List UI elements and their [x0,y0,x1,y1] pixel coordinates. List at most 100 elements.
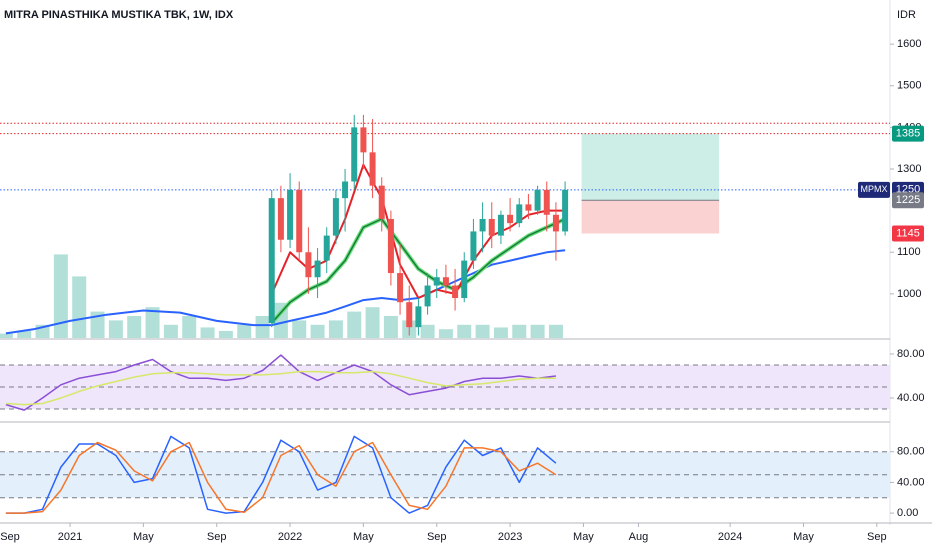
y-tick-label: 80.00 [897,348,925,360]
volume-bar [493,327,508,338]
candle-body [287,189,294,240]
indicator-line [5,370,556,406]
candle-body [497,214,504,236]
price-label: 1145 [896,227,920,239]
y-tick-label: 1600 [897,38,921,50]
y-tick-label: 1000 [897,288,921,300]
candle-body [461,260,468,299]
volume-bar [365,307,380,338]
x-tick-label: Aug [629,531,649,543]
volume-bar [255,316,270,338]
candle-body [305,252,312,278]
candle-body [479,218,486,232]
volume-bar [457,324,472,338]
x-tick-label: May [133,531,154,543]
x-tick-label: May [353,531,374,543]
x-tick-label: 2023 [498,531,522,543]
volume-bar [72,276,87,338]
volume-bar [0,333,13,338]
volume-bar [237,324,252,338]
volume-bar [530,324,545,338]
candle-body [470,231,477,261]
volume-bar [292,320,307,338]
y-tick-label: 1500 [897,80,921,92]
candle-body [397,273,404,303]
candle-body [516,204,523,224]
x-tick-label: 2024 [718,531,742,543]
price-label: 1225 [896,194,920,206]
candle-body [452,285,459,299]
currency-label: IDR [897,9,916,21]
plot: Sep 2021 May Sep 2022 May Sep 2023 May Aug 2024 May… [0,38,925,543]
position-loss [581,200,720,234]
candle-body [543,189,550,215]
symbol-tag-box [858,181,890,198]
candle-body [424,285,431,307]
symbol-tag: MPMX [861,184,888,194]
candle-body [387,218,394,274]
chart-title: MITRA PINASTHIKA MUSTIKA TBK, 1W, IDX [4,9,234,21]
candle-body [525,204,532,211]
candle-body [534,189,541,211]
volume-bar [182,316,197,338]
candle-body [332,198,339,236]
volume-bar [90,311,105,338]
moving-average [270,163,566,299]
volume-bar [383,316,398,338]
candle-body [442,277,449,286]
price-label-box [892,125,924,142]
volume-bar [218,330,233,338]
volume-bar [512,324,527,338]
x-tick-label: Sep [867,531,887,543]
y-tick-label: 40.00 [897,476,925,488]
candle-body [268,198,275,324]
x-tick-label: 2021 [58,531,82,543]
volume-bar [328,320,343,338]
candle-body [296,189,303,253]
volume-bar [347,311,362,338]
position-profit [581,133,720,201]
volume-bar [163,324,178,338]
candle-body [323,235,330,261]
candle-body [314,260,321,278]
volume-bar [108,320,123,338]
x-tick-label: 2022 [278,531,302,543]
y-tick-label: 40.00 [897,392,925,404]
indicator-line [5,441,557,514]
candle-body [369,152,376,186]
x-tick-label: Sep [207,531,227,543]
volume-bar [475,324,490,338]
volume-bar [438,329,453,338]
candle-body [342,181,349,199]
candle-body [415,306,422,328]
candle-body [406,302,413,328]
volume-bar [53,254,68,338]
volume-bar [548,324,563,338]
price-label: 1385 [896,128,920,140]
volume-bar [200,327,215,338]
candle-body [552,214,559,232]
candle-body [351,127,358,182]
candle-body [277,198,284,240]
volume-bar [310,324,325,338]
x-tick-label: Sep [427,531,447,543]
y-tick-label: 1300 [897,163,921,175]
x-tick-label: Sep [0,531,20,543]
price-label-box [892,192,924,209]
x-tick-label: May [793,531,814,543]
volume-bar [145,307,160,338]
candle-body [488,218,495,236]
indicator-line [5,435,557,514]
x-tick-label: May [573,531,594,543]
indicator-line [5,354,556,411]
volume-bar [420,324,435,338]
volume-bar [17,330,32,338]
y-tick-label: 1100 [897,246,921,258]
candle-body [360,127,367,153]
candle-body [378,185,385,219]
price-label-box [892,225,924,242]
volume-bar [127,316,142,338]
moving-average [271,218,566,324]
moving-average [5,249,566,335]
